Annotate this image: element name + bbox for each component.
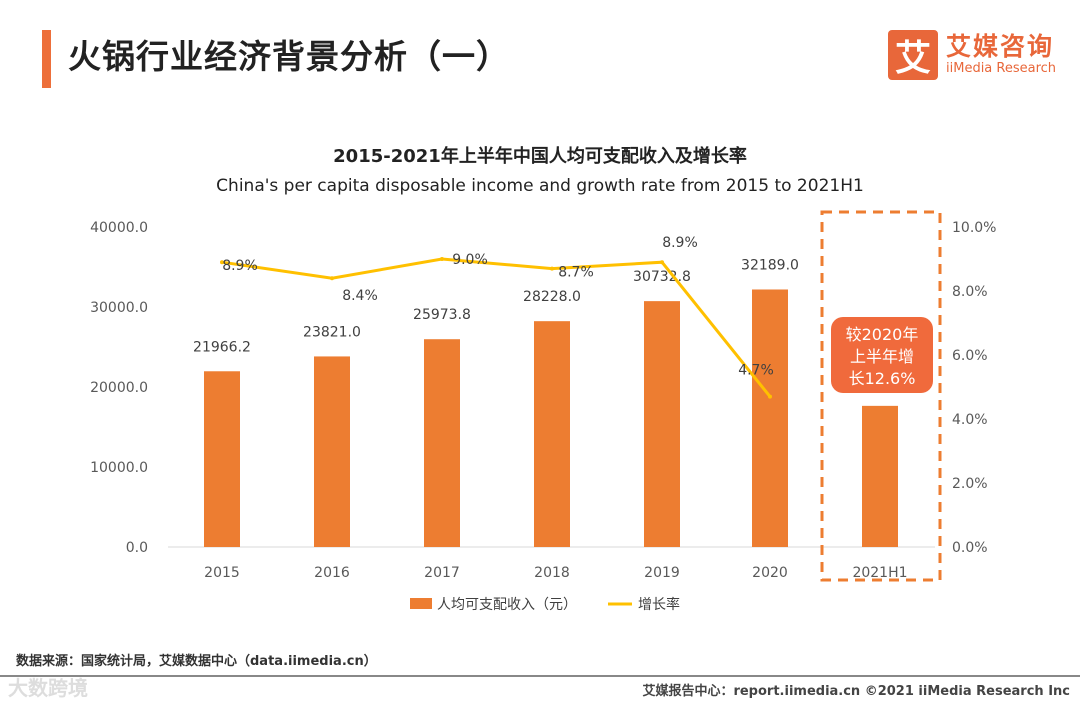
left-tick-label: 0.0 [126, 540, 148, 556]
chart-title: 2015-2021年上半年中国人均可支配收入及增长率 [333, 146, 747, 167]
right-tick-label: 0.0% [952, 540, 988, 556]
bar-2021H1 [862, 405, 898, 547]
growth-rate-label: 8.9% [222, 258, 258, 274]
bar-value-label: 23821.0 [303, 324, 361, 340]
bar-value-label: 28228.0 [523, 289, 581, 305]
left-tick-label: 40000.0 [90, 220, 148, 236]
left-tick-label: 20000.0 [90, 380, 148, 396]
category-label: 2021H1 [852, 565, 907, 581]
left-tick-label: 30000.0 [90, 300, 148, 316]
legend-bar-label: 人均可支配收入（元） [437, 597, 577, 613]
growth-rate-label: 4.7% [738, 363, 774, 379]
highlight-dashed-box [820, 210, 942, 582]
growth-point-2020 [768, 394, 772, 399]
watermark: 大数跨境 [8, 676, 88, 700]
growth-rate-label: 8.9% [662, 235, 698, 251]
right-tick-label: 6.0% [952, 348, 988, 364]
annotation-bubble [831, 317, 933, 393]
logo-en: iiMedia Research [946, 61, 1057, 76]
annotation-text: 较2020年 [846, 325, 919, 344]
growth-rate-label: 8.4% [342, 288, 378, 304]
bar-2018 [534, 321, 570, 547]
growth-point-2017 [440, 257, 444, 261]
category-label: 2018 [534, 565, 570, 581]
growth-rate-line [221, 257, 772, 398]
bar-value-label: 32189.0 [741, 257, 799, 273]
chart: 0.0 10000.0 20000.0 30000.0 40000.0 0.0% 2.0% 4… [90, 210, 996, 613]
bar-2020 [752, 289, 788, 547]
growth-point-2016 [330, 276, 334, 281]
category-label: 2019 [644, 565, 680, 581]
chart-subtitle: China's per capita disposable income and… [216, 176, 864, 196]
logo-mark: 艾 [888, 30, 938, 80]
bar-2016 [314, 356, 350, 547]
iimedia-logo: 艾 艾媒咨询 iiMedia Research [888, 30, 1056, 80]
title-accent-bar [42, 30, 51, 88]
growth-point-2018 [550, 266, 554, 271]
growth-point-2019 [660, 260, 664, 265]
bar-2019 [644, 301, 680, 547]
category-label: 2017 [424, 565, 460, 581]
bar-value-label: 21966.2 [193, 339, 251, 355]
annotation-text: 长12.6% [849, 369, 916, 388]
right-tick-label: 8.0% [952, 284, 988, 300]
right-tick-label: 4.0% [952, 412, 988, 428]
footer-credit: 艾媒报告中心：report.iimedia.cn ©2021 iiMedia R… [642, 684, 1070, 699]
data-source: 数据来源：国家统计局，艾媒数据中心（data.iimedia.cn） [16, 654, 377, 669]
bar-2015 [204, 371, 240, 547]
page-title: 火锅行业经济背景分析（一） [68, 37, 510, 76]
category-label: 2015 [204, 565, 240, 581]
bar-value-label: 25973.8 [413, 307, 471, 323]
logo-cn: 艾媒咨询 [946, 32, 1055, 61]
bar-2017 [424, 339, 460, 547]
legend-bar-swatch [410, 598, 432, 609]
growth-point-2015 [220, 260, 224, 265]
category-label: 2020 [752, 565, 788, 581]
annotation-text: 上半年增 [850, 347, 914, 366]
footer-divider [0, 675, 1080, 677]
growth-rate-label: 8.7% [558, 265, 594, 281]
bar-value-label: 30732.8 [633, 269, 691, 285]
right-tick-label: 2.0% [952, 476, 988, 492]
growth-rate-label: 9.0% [452, 252, 488, 268]
left-tick-label: 10000.0 [90, 460, 148, 476]
right-tick-label: 10.0% [952, 220, 996, 236]
category-label: 2016 [314, 565, 350, 581]
legend-line-label: 增长率 [638, 596, 680, 613]
